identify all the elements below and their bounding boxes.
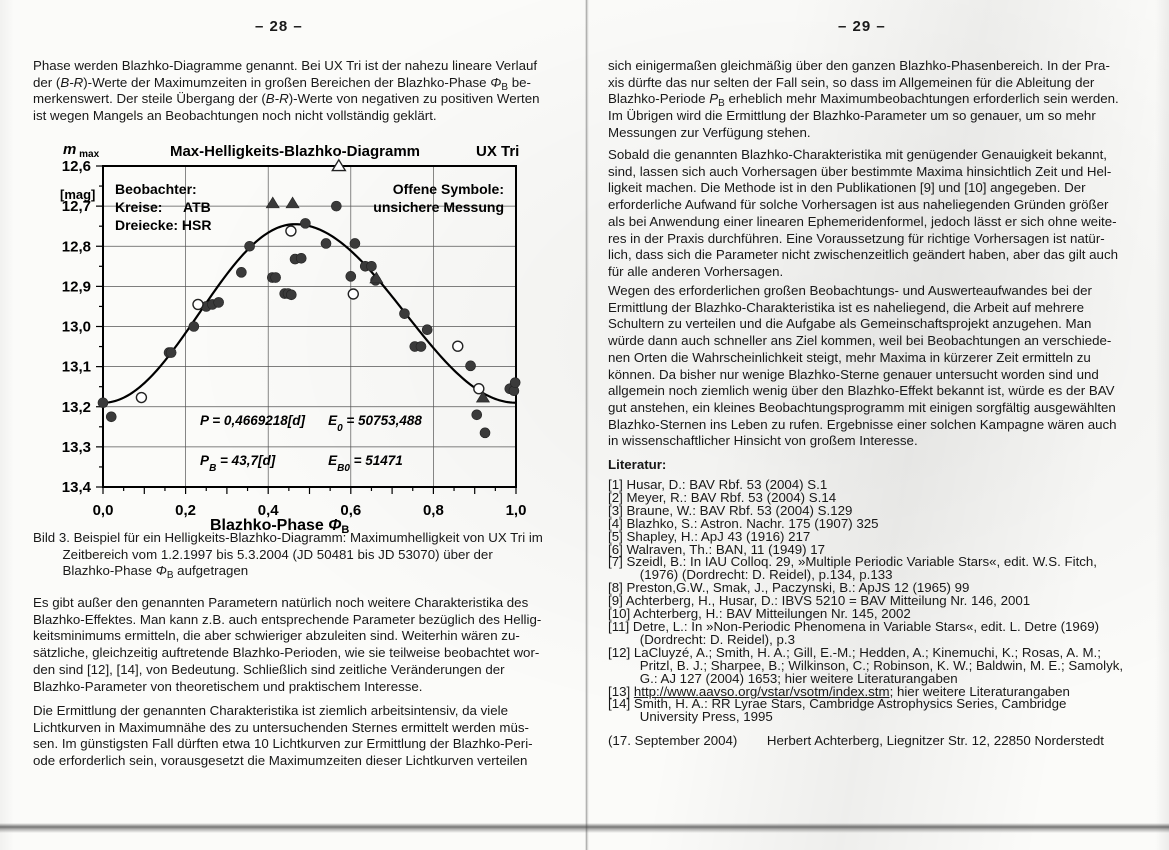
svg-text:EB0 = 51471: EB0 = 51471 [328, 453, 403, 474]
svg-text:12,6: 12,6 [62, 158, 91, 175]
svg-text:12,9: 12,9 [62, 278, 91, 295]
svg-text:P = 0,4669218[d]: P = 0,4669218[d] [200, 413, 305, 428]
svg-text:1,0: 1,0 [506, 502, 527, 519]
svg-text:Offene Symbole:: Offene Symbole: [393, 181, 504, 197]
svg-text:13,0: 13,0 [62, 319, 91, 336]
svg-text:ATB: ATB [183, 199, 211, 215]
svg-text:0,0: 0,0 [93, 502, 114, 519]
svg-text:0,2: 0,2 [175, 502, 196, 519]
svg-text:E0 = 50753,488: E0 = 50753,488 [328, 413, 422, 434]
svg-text:unsichere Messung: unsichere Messung [373, 199, 504, 215]
svg-text:PB = 43,7[d]: PB = 43,7[d] [200, 453, 276, 474]
svg-text:Kreise:: Kreise: [115, 199, 162, 215]
svg-text:Dreiecke: HSR: Dreiecke: HSR [115, 217, 212, 233]
svg-text:Beobachter:: Beobachter: [115, 181, 197, 197]
svg-text:13,1: 13,1 [62, 359, 91, 376]
svg-text:12,8: 12,8 [62, 238, 91, 255]
svg-text:13,3: 13,3 [62, 439, 91, 456]
svg-text:13,2: 13,2 [62, 399, 91, 416]
svg-text:0,8: 0,8 [423, 502, 444, 519]
svg-text:13,4: 13,4 [62, 479, 92, 496]
